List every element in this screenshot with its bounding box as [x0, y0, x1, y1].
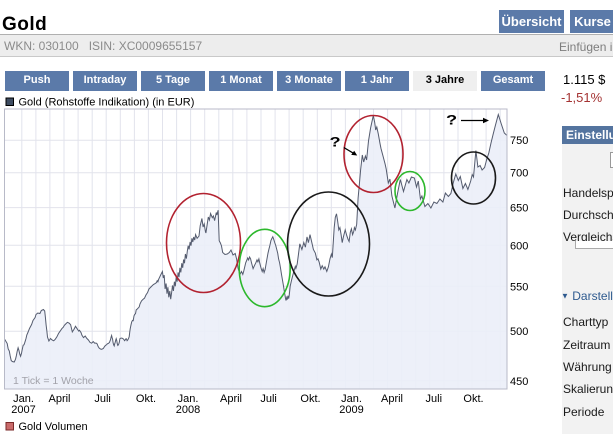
- svg-text:Okt.: Okt.: [300, 393, 320, 405]
- svg-text:750: 750: [510, 135, 528, 147]
- svg-text:550: 550: [510, 281, 528, 293]
- svg-text:2009: 2009: [339, 404, 363, 416]
- svg-text:April: April: [381, 393, 403, 405]
- svg-text:April: April: [48, 393, 70, 405]
- svg-text:Okt.: Okt.: [136, 393, 156, 405]
- svg-text:Jan.: Jan.: [178, 393, 199, 405]
- svg-text:600: 600: [510, 240, 528, 252]
- svg-text:Juli: Juli: [94, 393, 111, 405]
- svg-text:Jan.: Jan.: [13, 393, 34, 405]
- svg-text:500: 500: [510, 326, 528, 338]
- svg-text:1 Tick = 1 Woche: 1 Tick = 1 Woche: [13, 375, 94, 387]
- svg-text:450: 450: [510, 376, 528, 388]
- svg-text:?: ?: [330, 134, 341, 150]
- svg-text:2008: 2008: [176, 404, 200, 416]
- svg-text:Okt.: Okt.: [463, 393, 483, 405]
- svg-text:Gold Volumen: Gold Volumen: [19, 421, 88, 433]
- svg-text:Juli: Juli: [426, 393, 443, 405]
- svg-text:Juli: Juli: [260, 393, 277, 405]
- svg-text:April: April: [220, 393, 242, 405]
- svg-text:?: ?: [446, 112, 457, 128]
- svg-text:2007: 2007: [11, 404, 35, 416]
- svg-text:Gold (Rohstoffe Indikation) (i: Gold (Rohstoffe Indikation) (in EUR): [19, 97, 195, 109]
- svg-text:650: 650: [510, 203, 528, 215]
- svg-text:700: 700: [510, 168, 528, 180]
- svg-text:Jan.: Jan.: [341, 393, 362, 405]
